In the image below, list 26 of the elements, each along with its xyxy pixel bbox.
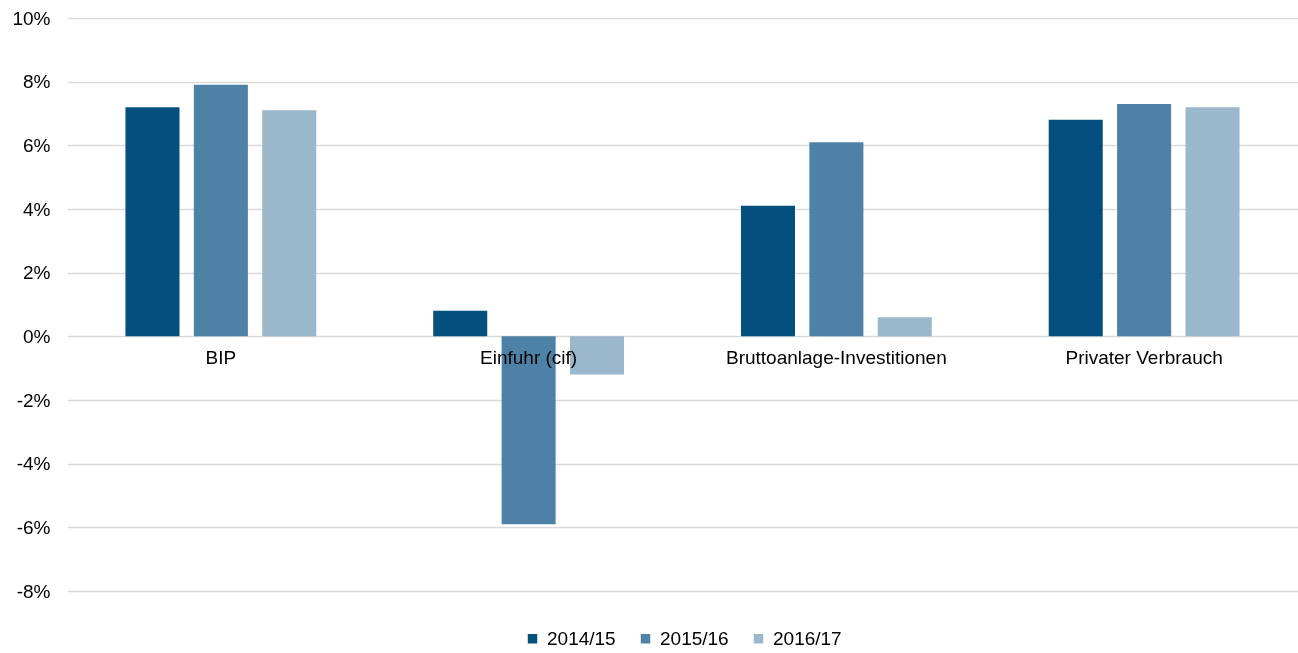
y-tick-label: 4% <box>23 198 51 220</box>
bar <box>1117 103 1172 337</box>
bar <box>1048 119 1103 337</box>
x-tick-label: Privater Verbrauch <box>1065 346 1223 368</box>
x-tick-label: Bruttoanlage-Investitionen <box>725 346 947 368</box>
legend-label: 2016/17 <box>773 627 842 649</box>
y-tick-label: -6% <box>16 516 51 538</box>
y-tick-label: -2% <box>16 389 51 411</box>
y-tick-label: 0% <box>23 325 51 347</box>
bar <box>125 107 180 337</box>
y-tick-label: 8% <box>23 71 51 93</box>
legend-label: 2015/16 <box>660 627 729 649</box>
bar <box>877 317 932 337</box>
bar <box>193 84 248 337</box>
y-tick-label: 6% <box>23 134 51 156</box>
y-tick-label: 10% <box>12 7 51 29</box>
x-tick-label: BIP <box>205 346 237 368</box>
legend-label: 2014/15 <box>547 627 616 649</box>
bar <box>262 110 317 337</box>
y-tick-label: -4% <box>16 453 51 475</box>
bar <box>433 310 488 337</box>
bar <box>809 142 864 337</box>
y-tick-label: -8% <box>16 580 51 602</box>
y-tick-label: 2% <box>23 262 51 284</box>
bar <box>1185 107 1240 337</box>
bar <box>740 205 795 337</box>
